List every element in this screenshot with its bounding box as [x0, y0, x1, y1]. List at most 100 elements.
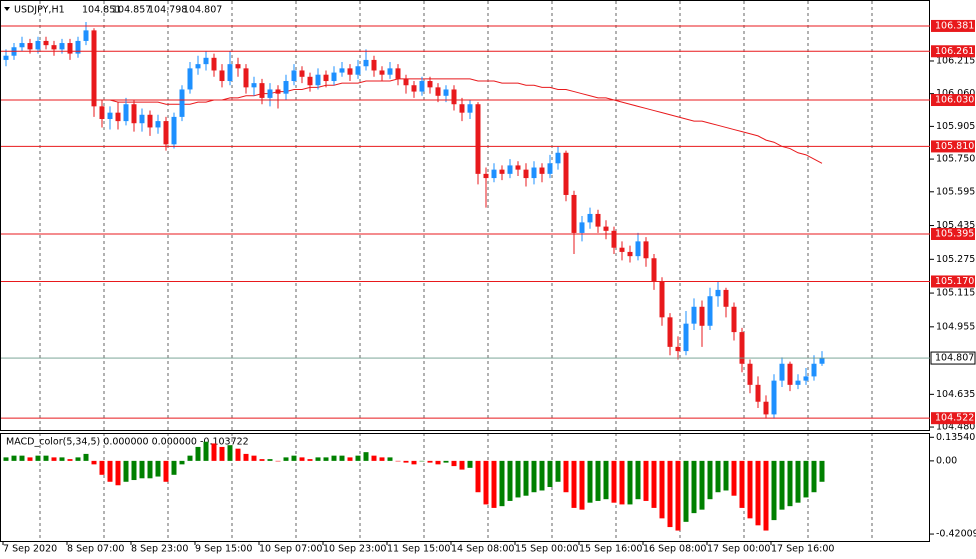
macd-bar	[747, 460, 753, 519]
macd-bar	[643, 460, 649, 501]
macd-bar	[91, 460, 97, 465]
macd-bar	[531, 460, 537, 493]
candle-body	[131, 104, 137, 124]
candle-body	[35, 40, 41, 50]
candle-body	[747, 363, 753, 385]
macd-bar	[115, 460, 121, 486]
candle-body	[371, 59, 377, 71]
level-label: 106.261	[935, 46, 974, 57]
macd-bar	[219, 446, 225, 461]
candle-body	[507, 165, 513, 174]
candle-body	[595, 213, 601, 227]
macd-bar	[763, 460, 769, 531]
macd-bar	[171, 460, 177, 475]
macd-bar	[811, 460, 817, 493]
y-tick-label: 105.275	[936, 254, 975, 265]
x-tick-label: 10 Sep 07:00	[259, 544, 322, 555]
y-tick-label: 104.480	[936, 422, 975, 433]
macd-bar	[27, 457, 33, 461]
macd-bar	[363, 452, 369, 461]
candle-body	[419, 81, 425, 92]
candle-body	[347, 68, 353, 75]
macd-bar	[547, 460, 553, 487]
candle-body	[699, 306, 705, 326]
level-tag	[931, 140, 975, 153]
x-tick-label: 7 Sep 2020	[3, 544, 57, 555]
moving-average	[6, 78, 823, 164]
level-label: 106.381	[935, 20, 974, 31]
candle-body	[771, 380, 777, 415]
candle-body	[115, 112, 121, 122]
candle-body	[283, 81, 289, 94]
candle-body	[523, 169, 529, 179]
candle-body	[227, 64, 233, 82]
candle-body	[147, 114, 153, 128]
macd-bar	[251, 455, 257, 461]
macd-bar	[11, 455, 17, 461]
y-tick-label: 105.750	[936, 154, 975, 165]
candle-body	[611, 230, 617, 248]
macd-bar	[275, 460, 281, 462]
macd-bar	[675, 460, 681, 531]
candle-body	[819, 358, 825, 364]
macd-bar	[395, 460, 401, 462]
candle-body	[739, 332, 745, 364]
macd-bar	[307, 459, 313, 461]
candle-body	[51, 45, 57, 50]
macd-bar	[483, 460, 489, 505]
y-tick-label: 0.00	[936, 455, 957, 466]
candle-body	[603, 226, 609, 231]
x-tick-label: 17 Sep 16:00	[771, 544, 834, 555]
macd-bar	[387, 457, 393, 461]
macd-bar	[467, 460, 473, 468]
candle-body	[795, 380, 801, 385]
candle-body	[243, 68, 249, 88]
candle-body	[539, 167, 545, 174]
macd-bar	[659, 460, 665, 519]
menu-arrow[interactable]	[4, 7, 10, 11]
candle-body	[83, 30, 89, 41]
macd-bar	[571, 460, 577, 508]
macd-bar	[507, 460, 513, 501]
macd-bar	[587, 460, 593, 503]
candle-body	[459, 104, 465, 113]
macd-bar	[339, 455, 345, 461]
macd-bar	[787, 460, 793, 507]
macd-bar	[707, 460, 713, 500]
macd-bar	[51, 457, 57, 461]
macd-bar	[755, 460, 761, 526]
x-tick-label: 14 Sep 08:00	[451, 544, 514, 555]
candle-body	[123, 104, 129, 122]
x-tick-label: 15 Sep 00:00	[515, 544, 578, 555]
candle-body	[267, 89, 273, 98]
macd-bar	[475, 460, 481, 493]
macd-bar	[3, 457, 9, 461]
macd-bar	[611, 460, 617, 503]
candle-body	[219, 70, 225, 82]
candle-body	[619, 247, 625, 252]
level-label: 105.395	[935, 228, 974, 239]
macd-bar	[795, 460, 801, 503]
x-tick-label: 15 Sep 16:00	[579, 544, 642, 555]
macd-bar	[595, 460, 601, 501]
candle-body	[587, 213, 593, 223]
macd-bar	[323, 457, 329, 461]
macd-bar	[131, 460, 137, 481]
macd-bar	[699, 460, 705, 510]
candle-body	[195, 64, 201, 69]
macd-bar	[715, 460, 721, 493]
macd-bar	[771, 460, 777, 521]
candle-body	[43, 40, 49, 46]
candle-body	[331, 72, 337, 82]
candle-body	[59, 43, 65, 50]
y-tick-label: 105.435	[936, 220, 975, 231]
candle-body	[707, 296, 713, 326]
macd-bar	[43, 455, 49, 461]
candle-body	[403, 78, 409, 86]
level-tag	[931, 227, 975, 240]
macd-bar	[627, 460, 633, 505]
macd-bar	[123, 460, 129, 482]
macd-bar	[267, 459, 273, 461]
candle-body	[531, 167, 537, 179]
candle-body	[363, 59, 369, 67]
